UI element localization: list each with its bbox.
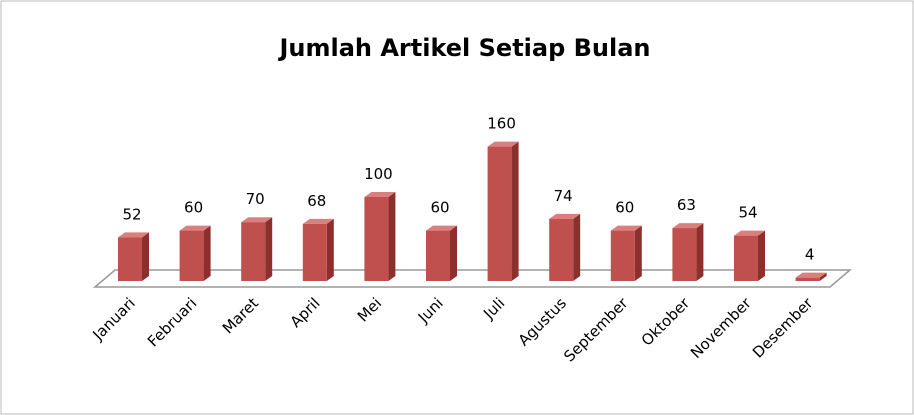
value-label: 54 [738, 204, 757, 222]
bar-side [326, 218, 334, 281]
bar [241, 222, 266, 281]
value-label: 60 [430, 199, 449, 217]
bar [426, 230, 450, 281]
value-label: 60 [184, 199, 203, 217]
bar-side [511, 141, 519, 281]
bar-top [118, 232, 149, 238]
bar-top [241, 217, 273, 223]
value-label: 160 [487, 115, 516, 133]
value-label: 68 [307, 192, 326, 210]
value-label: 74 [554, 187, 573, 205]
bar [672, 228, 697, 281]
value-label: 60 [615, 199, 634, 217]
value-label: 100 [364, 165, 393, 183]
bar-top [672, 223, 704, 229]
bar-top [610, 225, 642, 231]
value-label: 52 [122, 205, 141, 223]
value-label: 63 [677, 196, 696, 214]
floor [92, 269, 853, 288]
bar [118, 237, 142, 281]
bar-side [265, 217, 273, 281]
bar [364, 197, 389, 281]
bar-top [549, 213, 581, 219]
bar [549, 218, 574, 281]
bar-top [426, 225, 457, 231]
bar [610, 230, 635, 281]
bar-top [364, 192, 396, 197]
bar [179, 230, 204, 281]
bar-side [203, 225, 211, 281]
bar-side [450, 225, 457, 281]
bar-top [734, 230, 765, 236]
bar-side [142, 232, 149, 281]
bar-side [388, 192, 396, 281]
value-label: 4 [805, 246, 815, 264]
bar-side [819, 272, 827, 281]
bar-top [179, 225, 211, 231]
bar-side [758, 230, 765, 281]
bar-top [487, 141, 519, 147]
bar [734, 235, 758, 281]
bar [487, 146, 512, 281]
value-label: 70 [246, 190, 265, 208]
chart-title: Jumlah Artikel Setiap Bulan [277, 34, 650, 62]
bar-side [573, 213, 581, 281]
bar-side [634, 225, 642, 281]
bar-side [696, 223, 704, 281]
bar-top [302, 218, 334, 224]
bar [302, 223, 327, 281]
bar [795, 277, 820, 281]
bar-top [795, 272, 827, 278]
